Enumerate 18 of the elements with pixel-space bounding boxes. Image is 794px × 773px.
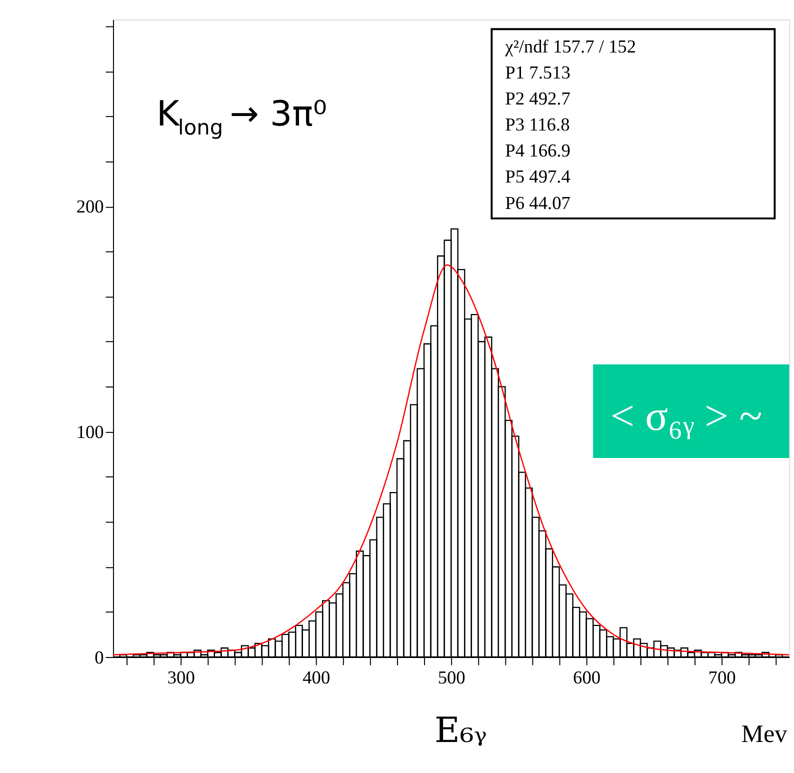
y-tick-label: 200 (76, 196, 104, 217)
annotation: χ²/ndf 157.7 / 152 (504, 36, 636, 56)
annotation: P4 166.9 (505, 140, 570, 161)
x-tick-label: 300 (167, 668, 195, 688)
annotation: P5 497.4 (505, 166, 570, 187)
text: Mev (741, 721, 788, 748)
x-axis-title: E₆ᵧ (434, 711, 487, 751)
x-tick-label: 500 (438, 668, 466, 688)
annotation: P1 7.513 (505, 62, 570, 82)
x-tick-label: 600 (573, 668, 601, 688)
annotation: < σ₆ᵧ > ~ (610, 393, 762, 440)
y-tick-label: 100 (76, 422, 104, 442)
x-tick-label: 700 (708, 668, 736, 688)
annotation: P3 116.8 (505, 114, 570, 135)
x-tick-label: 400 (302, 668, 330, 688)
y-tick-label: 0 (94, 647, 104, 668)
annotation: P6 44.07 (505, 192, 570, 213)
annotation: P2 492.7 (505, 88, 570, 108)
